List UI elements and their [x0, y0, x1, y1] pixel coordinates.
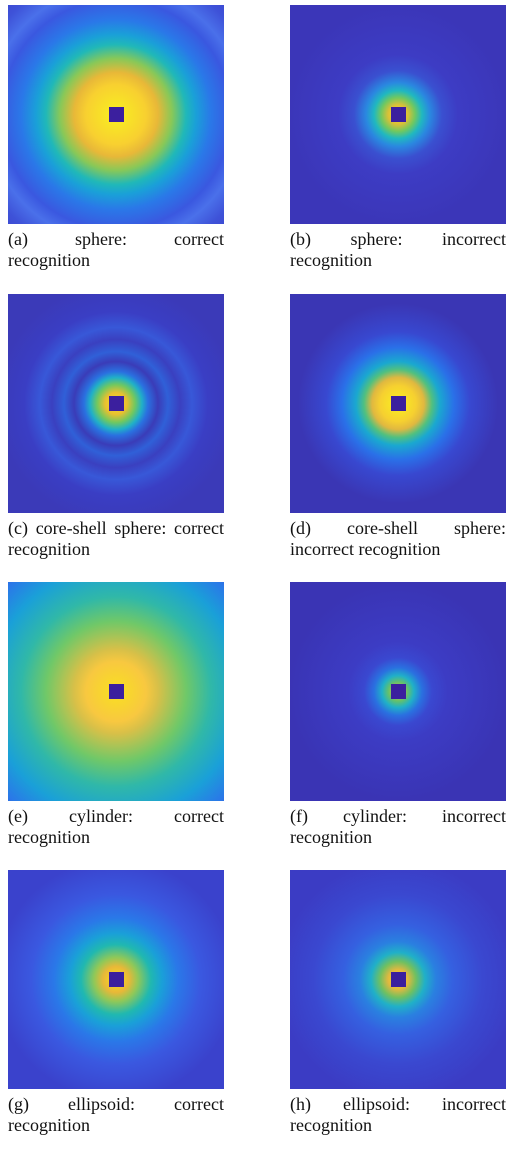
panel-label: (g) — [8, 1094, 29, 1114]
beam-stop — [391, 107, 406, 122]
panel-label: (h) — [290, 1094, 311, 1114]
figure: (a) sphere: correct recognition (b) spher… — [0, 0, 512, 1160]
panel-label: (e) — [8, 806, 28, 826]
beam-stop — [109, 396, 124, 411]
panel-caption: (h) ellipsoid: incorrect recognition — [290, 1094, 506, 1136]
panel-label: (d) — [290, 518, 311, 538]
panel-caption: (e) cylinder: correct recognition — [8, 806, 224, 848]
beam-stop — [109, 107, 124, 122]
beam-stop — [391, 972, 406, 987]
caption-text: ellipsoid: correct recognition — [8, 1094, 224, 1135]
panel-caption: (f) cylinder: incorrect recognition — [290, 806, 506, 848]
panel-label: (f) — [290, 806, 308, 826]
beam-stop — [391, 684, 406, 699]
beam-stop — [109, 684, 124, 699]
caption-text: core-shell sphere: incorrect recognition — [290, 518, 506, 559]
caption-text: cylinder: incorrect recognition — [290, 806, 506, 847]
panel-image — [8, 294, 224, 513]
caption-text: sphere: correct recognition — [8, 229, 224, 270]
panel-image — [8, 5, 224, 224]
panel-caption: (g) ellipsoid: correct recognition — [8, 1094, 224, 1136]
panel-image — [290, 582, 506, 801]
caption-text: core-shell sphere: correct recognition — [8, 518, 224, 559]
beam-stop — [391, 396, 406, 411]
panel-image — [290, 294, 506, 513]
panel-label: (b) — [290, 229, 311, 249]
caption-text: sphere: incorrect recognition — [290, 229, 506, 270]
panel-label: (a) — [8, 229, 28, 249]
panel-caption: (b) sphere: incorrect recognition — [290, 229, 506, 271]
panel-image — [8, 870, 224, 1089]
panel-caption: (c) core-shell sphere: correct recogniti… — [8, 518, 224, 560]
panel-image — [8, 582, 224, 801]
panel-image — [290, 5, 506, 224]
panel-caption: (a) sphere: correct recognition — [8, 229, 224, 271]
beam-stop — [109, 972, 124, 987]
panel-label: (c) — [8, 518, 28, 538]
caption-text: cylinder: correct recognition — [8, 806, 224, 847]
panel-caption: (d) core-shell sphere: incorrect recogni… — [290, 518, 506, 560]
caption-text: ellipsoid: incorrect recognition — [290, 1094, 506, 1135]
panel-image — [290, 870, 506, 1089]
